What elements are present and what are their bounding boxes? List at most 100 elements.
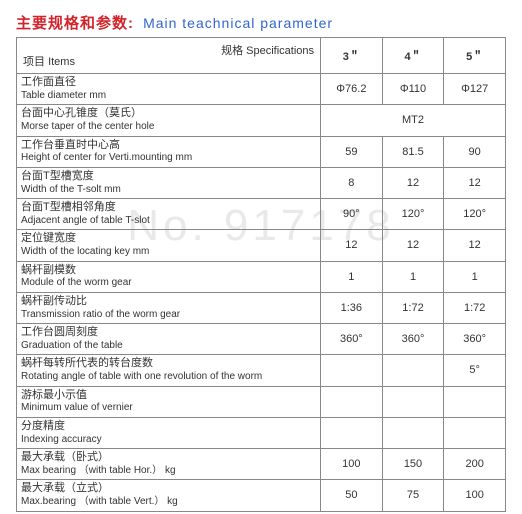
row-value: 12 xyxy=(382,230,444,261)
row-value: 81.5 xyxy=(382,136,444,167)
header-items-spec: 规格 Specifications 项目 Items xyxy=(17,38,321,74)
table-row: 工作面直径Table diameter mmΦ76.2Φ110Φ127 xyxy=(17,74,506,105)
row-label: 分度精度Indexing accuracy xyxy=(17,417,321,448)
row-label-en: Width of the T-solt mm xyxy=(21,184,316,197)
title-row: 主要规格和参数: Main teachnical parameter xyxy=(16,12,506,33)
header-items-en: Items xyxy=(48,56,75,68)
row-label: 工作台垂直时中心高Height of center for Verti.moun… xyxy=(17,136,321,167)
row-label-en: Max.bearing （with table Vert.） kg xyxy=(21,496,316,509)
table-row: 台面T型槽相邻角度Adjacent angle of table T-slot9… xyxy=(17,199,506,230)
row-label-en: Indexing accuracy xyxy=(21,434,316,447)
row-label: 最大承载（卧式）Max bearing （with table Hor.） kg xyxy=(17,449,321,480)
row-value: 59 xyxy=(321,136,383,167)
row-label-cn: 分度精度 xyxy=(21,420,316,434)
title-cn: 主要规格和参数: xyxy=(16,15,134,32)
row-label: 游标最小示值Minimum value of vernier xyxy=(17,386,321,417)
row-label-cn: 工作台垂直时中心高 xyxy=(21,139,316,153)
row-value: 1:72 xyxy=(444,292,506,323)
row-label: 工作面直径Table diameter mm xyxy=(17,74,321,105)
row-label-cn: 最大承载（卧式） xyxy=(21,451,316,465)
table-row: 最大承载（立式）Max.bearing （with table Vert.） k… xyxy=(17,480,506,511)
title-en: Main teachnical parameter xyxy=(143,15,333,31)
row-value xyxy=(444,386,506,417)
row-value: 12 xyxy=(444,230,506,261)
row-value xyxy=(382,386,444,417)
row-label-cn: 台面T型槽宽度 xyxy=(21,170,316,184)
row-value: 8 xyxy=(321,167,383,198)
row-label-cn: 蜗杆每转所代表的转台度数 xyxy=(21,357,316,371)
row-label: 定位键宽度Width of the locating key mm xyxy=(17,230,321,261)
row-label-en: Morse taper of the center hole xyxy=(21,121,316,134)
row-value: 120° xyxy=(382,199,444,230)
table-row: 工作台垂直时中心高Height of center for Verti.moun… xyxy=(17,136,506,167)
header-spec-cn: 规格 xyxy=(221,45,243,57)
row-value: 200 xyxy=(444,449,506,480)
row-label-cn: 台面中心孔锥度（莫氏） xyxy=(21,107,316,121)
table-row: 定位键宽度Width of the locating key mm121212 xyxy=(17,230,506,261)
row-label-en: Table diameter mm xyxy=(21,90,316,103)
row-value: 1:72 xyxy=(382,292,444,323)
row-value: 360° xyxy=(382,324,444,355)
row-value xyxy=(382,417,444,448)
header-spec-en: Specifications xyxy=(246,45,314,57)
table-row: 蜗杆副模数Module of the worm gear111 xyxy=(17,261,506,292)
row-label-en: Height of center for Verti.mounting mm xyxy=(21,152,316,165)
row-label: 台面T型槽宽度Width of the T-solt mm xyxy=(17,167,321,198)
row-value: 50 xyxy=(321,480,383,511)
row-value: 12 xyxy=(444,167,506,198)
row-label-en: Minimum value of vernier xyxy=(21,402,316,415)
row-value: 360° xyxy=(321,324,383,355)
row-label-cn: 游标最小示值 xyxy=(21,389,316,403)
row-label-cn: 工作台圆周刻度 xyxy=(21,326,316,340)
table-row: 蜗杆每转所代表的转台度数Rotating angle of table with… xyxy=(17,355,506,386)
row-label-cn: 台面T型槽相邻角度 xyxy=(21,201,316,215)
row-value: 12 xyxy=(382,167,444,198)
row-label-en: Module of the worm gear xyxy=(21,277,316,290)
row-value: 1:36 xyxy=(321,292,383,323)
row-value: 360° xyxy=(444,324,506,355)
table-row: 台面中心孔锥度（莫氏）Morse taper of the center hol… xyxy=(17,105,506,136)
header-col-2: 5＂ xyxy=(444,38,506,74)
row-value: 150 xyxy=(382,449,444,480)
table-row: 工作台圆周刻度Graduation of the table360°360°36… xyxy=(17,324,506,355)
row-value: 5° xyxy=(444,355,506,386)
row-value: 75 xyxy=(382,480,444,511)
row-value: 90 xyxy=(444,136,506,167)
row-label: 蜗杆副模数Module of the worm gear xyxy=(17,261,321,292)
row-value xyxy=(382,355,444,386)
row-label-en: Rotating angle of table with one revolut… xyxy=(21,371,316,384)
row-value: 1 xyxy=(382,261,444,292)
table-row: 游标最小示值Minimum value of vernier xyxy=(17,386,506,417)
row-label: 台面中心孔锥度（莫氏）Morse taper of the center hol… xyxy=(17,105,321,136)
table-row: 最大承载（卧式）Max bearing （with table Hor.） kg… xyxy=(17,449,506,480)
row-label-en: Graduation of the table xyxy=(21,340,316,353)
row-label-cn: 蜗杆副模数 xyxy=(21,264,316,278)
row-value: 100 xyxy=(444,480,506,511)
row-label: 台面T型槽相邻角度Adjacent angle of table T-slot xyxy=(17,199,321,230)
row-label-en: Transmission ratio of the worm gear xyxy=(21,309,316,322)
row-value xyxy=(321,417,383,448)
header-col-0: 3＂ xyxy=(321,38,383,74)
row-value: 1 xyxy=(321,261,383,292)
row-value: 90° xyxy=(321,199,383,230)
row-label-cn: 定位键宽度 xyxy=(21,232,316,246)
row-label-en: Width of the locating key mm xyxy=(21,246,316,259)
row-value-span: MT2 xyxy=(321,105,506,136)
row-value: Φ76.2 xyxy=(321,74,383,105)
row-label-cn: 蜗杆副传动比 xyxy=(21,295,316,309)
header-col-1: 4＂ xyxy=(382,38,444,74)
row-label-cn: 最大承载（立式） xyxy=(21,482,316,496)
table-row: 分度精度Indexing accuracy xyxy=(17,417,506,448)
row-label-en: Max bearing （with table Hor.） kg xyxy=(21,465,316,478)
row-value xyxy=(444,417,506,448)
row-value: Φ127 xyxy=(444,74,506,105)
spec-sheet: 主要规格和参数: Main teachnical parameter 规格 Sp… xyxy=(16,12,506,512)
row-value: 120° xyxy=(444,199,506,230)
header-row: 规格 Specifications 项目 Items 3＂ 4＂ 5＂ xyxy=(17,38,506,74)
row-value xyxy=(321,386,383,417)
row-value xyxy=(321,355,383,386)
row-label-en: Adjacent angle of table T-slot xyxy=(21,215,316,228)
row-label: 最大承载（立式）Max.bearing （with table Vert.） k… xyxy=(17,480,321,511)
row-value: 1 xyxy=(444,261,506,292)
row-value: 100 xyxy=(321,449,383,480)
